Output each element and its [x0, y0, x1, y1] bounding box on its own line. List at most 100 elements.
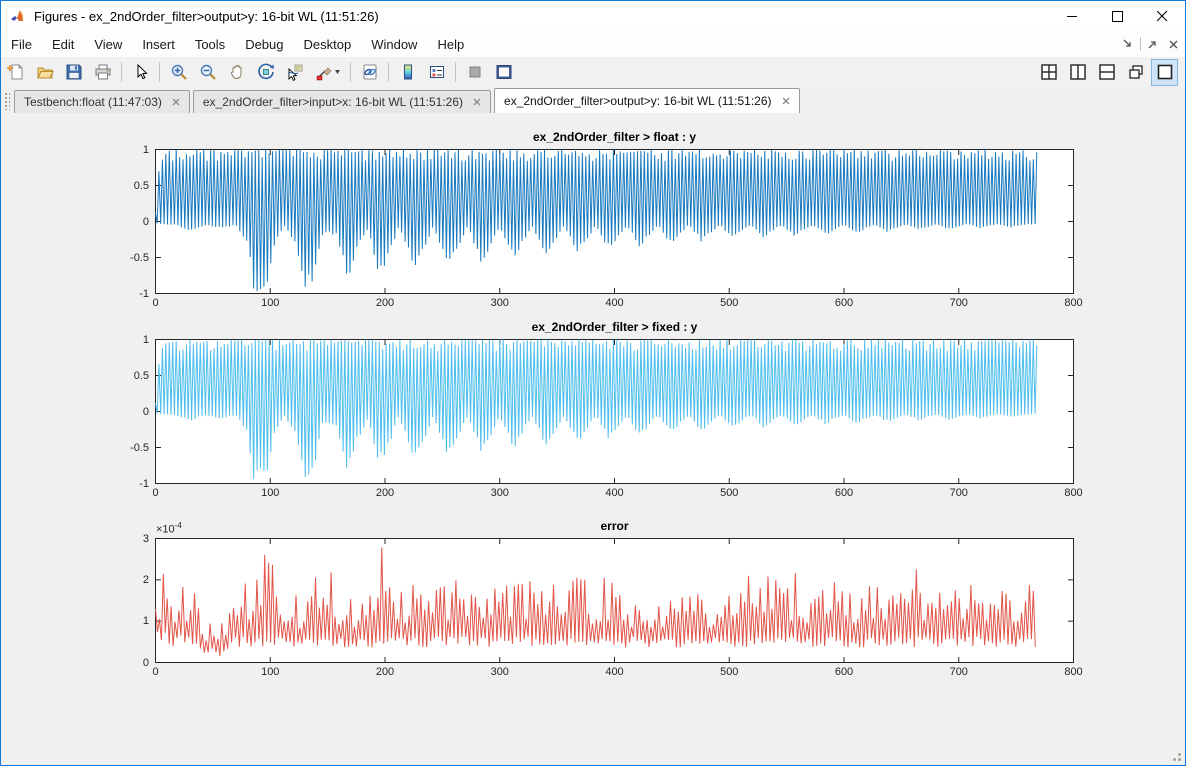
menu-insert[interactable]: Insert: [142, 36, 175, 52]
menu-view[interactable]: View: [94, 36, 123, 52]
rotate-3d-icon[interactable]: [252, 59, 279, 86]
axes-frame: [155, 538, 1074, 663]
new-figure-icon[interactable]: [2, 59, 29, 86]
x-tick-label: 0: [152, 297, 159, 309]
menu-desktop[interactable]: Desktop: [303, 36, 352, 52]
y-tick-label: 0: [142, 656, 149, 669]
x-tick-label: 300: [490, 666, 509, 678]
print-icon[interactable]: [89, 59, 116, 86]
close-group-icon[interactable]: [1165, 36, 1181, 52]
x-tick-label: 800: [1064, 487, 1083, 499]
tab-close-icon[interactable]: [172, 98, 180, 106]
toolbar-separator: [388, 62, 389, 82]
y-tick-label: 0: [142, 405, 149, 418]
data-cursor-icon[interactable]: [281, 59, 308, 86]
close-button[interactable]: [1140, 1, 1185, 31]
hide-plot-tools-icon[interactable]: [461, 59, 488, 86]
y-axis-exponent-label: ×10-4: [156, 521, 182, 536]
y-tick-label: 0.5: [133, 369, 149, 382]
x-tick-label: 700: [949, 297, 968, 309]
y-tick-label: 0: [142, 215, 149, 228]
y-tick-label: 1: [142, 333, 149, 346]
tab-label: ex_2ndOrder_filter>output>y: 16-bit WL (…: [504, 94, 772, 108]
tile-horizontal-icon[interactable]: [1093, 59, 1120, 86]
signal-line: [155, 149, 1038, 292]
show-plot-tools-icon[interactable]: [490, 59, 517, 86]
title-bar[interactable]: Figures - ex_2ndOrder_filter>output>y: 1…: [1, 1, 1185, 31]
x-tick-label: 600: [834, 487, 854, 499]
menu-file[interactable]: File: [11, 36, 32, 52]
tab-input-x[interactable]: ex_2ndOrder_filter>input>x: 16-bit WL (1…: [192, 90, 492, 113]
x-tick-label: 100: [261, 487, 280, 499]
signal-line: [155, 547, 1036, 656]
insert-colorbar-icon[interactable]: [394, 59, 421, 86]
x-tick-label: 500: [720, 666, 739, 678]
plot-title: ex_2ndOrder_filter > float : y: [532, 130, 697, 144]
plot-title: ex_2ndOrder_filter > fixed : y: [531, 320, 698, 334]
x-tick-label: 100: [261, 666, 280, 678]
axes: [155, 538, 1074, 663]
tab-close-icon[interactable]: [782, 97, 790, 105]
x-tick-label: 800: [1064, 297, 1083, 309]
y-tick-label: -1: [139, 477, 149, 490]
maximize-button[interactable]: [1095, 1, 1140, 31]
x-tick-label: 700: [949, 487, 968, 499]
x-tick-label: 100: [261, 297, 280, 309]
tab-output-y[interactable]: ex_2ndOrder_filter>output>y: 16-bit WL (…: [494, 88, 800, 113]
minimize-button[interactable]: [1050, 1, 1095, 31]
tile-grid-icon[interactable]: [1035, 59, 1062, 86]
tab-label: ex_2ndOrder_filter>input>x: 16-bit WL (1…: [202, 95, 464, 109]
zoom-in-icon[interactable]: [165, 59, 192, 86]
pan-hand-icon[interactable]: [223, 59, 250, 86]
brush-icon[interactable]: [310, 59, 345, 86]
x-tick-label: 0: [152, 666, 159, 678]
link-plot-icon[interactable]: [356, 59, 383, 86]
tab-close-icon[interactable]: [473, 98, 481, 106]
x-tick-label: 300: [490, 487, 509, 499]
matlab-logo-icon: [9, 7, 27, 25]
menu-bar: File Edit View Insert Tools Debug Deskto…: [1, 31, 1185, 58]
x-tick-label: 400: [605, 487, 624, 499]
x-tick-label: 500: [720, 487, 739, 499]
toolbar-separator: [121, 62, 122, 82]
y-tick-label: 2: [142, 573, 149, 586]
window-title: Figures - ex_2ndOrder_filter>output>y: 1…: [34, 8, 379, 24]
tabbar-grip[interactable]: [4, 92, 10, 110]
float-windows-icon[interactable]: [1122, 59, 1149, 86]
menu-edit[interactable]: Edit: [51, 36, 75, 52]
float-output-plot[interactable]: ex_2ndOrder_filter > float : y 0 100 200 30…: [130, 130, 1083, 309]
toolbar-separator: [159, 62, 160, 82]
plot-title: error: [600, 519, 629, 533]
axes: [155, 339, 1074, 484]
x-tick-label: 400: [605, 297, 624, 309]
pointer-icon[interactable]: [127, 59, 154, 86]
save-icon[interactable]: [60, 59, 87, 86]
toolbar-separator: [350, 62, 351, 82]
tile-vertical-icon[interactable]: [1064, 59, 1091, 86]
menu-help[interactable]: Help: [437, 36, 465, 52]
y-tick-label: 3: [142, 532, 149, 545]
tab-testbench-float[interactable]: Testbench:float (11:47:03): [14, 90, 190, 113]
menu-right-separator: [1140, 37, 1141, 51]
menu-tools[interactable]: Tools: [194, 36, 226, 52]
x-tick-label: 200: [375, 666, 395, 678]
error-plot[interactable]: error ×10-4 0 100 200 300 400 500 600 700 800 0 1 2…: [143, 519, 1083, 678]
y-tick-label: -1: [139, 287, 149, 300]
x-tick-label: 800: [1064, 666, 1083, 678]
figure-toolbar: [1, 57, 1185, 88]
x-tick-label: 600: [834, 297, 854, 309]
toolbar-separator: [455, 62, 456, 82]
fixed-output-plot[interactable]: ex_2ndOrder_filter > fixed : y 0 100 200 30…: [130, 320, 1083, 499]
insert-legend-icon[interactable]: [423, 59, 450, 86]
x-tick-label: 700: [949, 666, 968, 678]
zoom-out-icon[interactable]: [194, 59, 221, 86]
undock-arrow-icon[interactable]: [1145, 36, 1161, 52]
menu-window[interactable]: Window: [371, 36, 418, 52]
open-file-icon[interactable]: [31, 59, 58, 86]
dock-arrow-icon[interactable]: [1120, 36, 1136, 52]
x-tick-label: 400: [605, 666, 624, 678]
single-window-icon[interactable]: [1151, 58, 1178, 86]
menu-debug[interactable]: Debug: [245, 36, 284, 52]
x-tick-label: 0: [152, 487, 159, 499]
